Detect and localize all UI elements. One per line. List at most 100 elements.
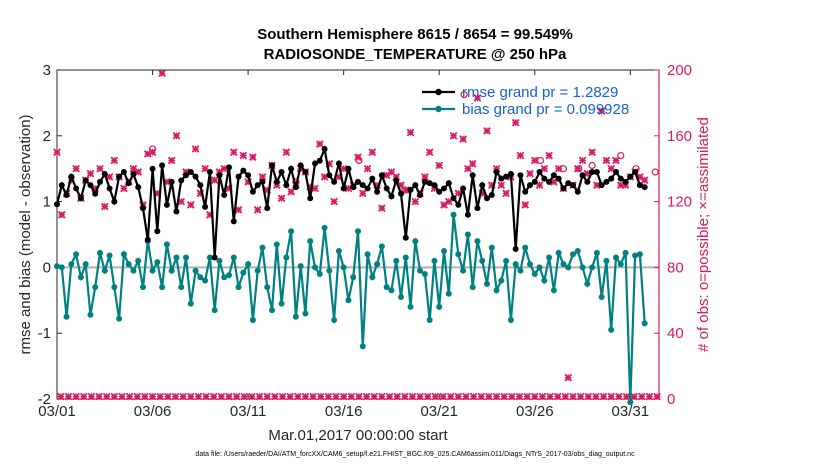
bias-point xyxy=(378,243,385,250)
rmse-point xyxy=(120,168,127,175)
bias-point xyxy=(431,257,438,264)
rmse-point xyxy=(450,195,457,202)
bias-point xyxy=(312,264,318,271)
rmse-point xyxy=(550,172,557,179)
rmse-point xyxy=(584,178,591,185)
rmse-point xyxy=(226,164,232,171)
rmse-point xyxy=(264,205,271,212)
bias-point xyxy=(206,254,213,261)
rmse-point xyxy=(116,173,123,180)
chart-title: Southern Hemisphere 8615 / 8654 = 99.549… xyxy=(257,26,573,43)
bias-point xyxy=(92,284,99,291)
bias-point xyxy=(197,274,204,281)
bias-point xyxy=(87,311,94,318)
rmse-point xyxy=(464,211,471,218)
rmse-point xyxy=(570,182,576,189)
rmse-point xyxy=(140,205,146,212)
rmse-point xyxy=(101,170,108,177)
axis-ticks: 03/01 03/06 03/11 03/16 03/21 03/26 03/31 -2 -1 0… xyxy=(38,62,692,420)
series-lines xyxy=(54,145,648,406)
y-left-tick-label: -1 xyxy=(38,325,51,342)
rmse-point xyxy=(493,168,500,175)
bias-point xyxy=(460,267,467,274)
rmse-point xyxy=(460,185,467,192)
rmse-point xyxy=(617,175,624,182)
rmse-point xyxy=(421,178,428,185)
y-left-tick-label: 0 xyxy=(43,259,51,276)
bias-point xyxy=(527,261,533,268)
bias-point xyxy=(474,238,481,245)
bias-point xyxy=(541,277,548,284)
obs-possible-mark xyxy=(460,91,468,99)
rmse-point xyxy=(106,185,113,192)
rmse-point xyxy=(469,172,476,179)
bias-point xyxy=(316,270,323,277)
bias-point xyxy=(345,297,352,304)
bias-point xyxy=(560,261,567,268)
bias-series-line xyxy=(56,214,646,403)
bias-point xyxy=(111,284,118,291)
rmse-point xyxy=(307,195,314,202)
rmse-point xyxy=(417,192,424,199)
rmse-point xyxy=(527,182,533,189)
rmse-point xyxy=(383,185,390,192)
bias-point xyxy=(359,343,366,350)
rmse-point xyxy=(202,203,209,210)
bias-point xyxy=(68,261,75,268)
bias-point xyxy=(579,264,586,271)
bias-point xyxy=(455,251,462,258)
rmse-point xyxy=(636,182,643,189)
rmse-point xyxy=(555,175,562,182)
rmse-point xyxy=(273,178,280,185)
rmse-point xyxy=(302,168,309,175)
bias-point xyxy=(202,277,209,284)
rmse-point xyxy=(378,172,385,179)
rmse-point xyxy=(498,175,505,182)
rmse-point xyxy=(512,245,519,252)
bias-point xyxy=(603,257,610,264)
bias-point xyxy=(584,280,591,287)
rmse-point xyxy=(474,205,481,212)
rmse-point xyxy=(269,162,275,169)
bias-point xyxy=(374,261,381,268)
bias-point xyxy=(149,267,156,274)
rmse-point xyxy=(522,188,529,195)
rmse-point xyxy=(331,178,338,185)
bias-point xyxy=(168,267,175,274)
rmse-point xyxy=(369,175,376,182)
rmse-point xyxy=(441,185,447,192)
rmse-point xyxy=(374,188,381,195)
bias-point xyxy=(355,228,361,235)
rmse-point xyxy=(603,178,610,185)
bias-point xyxy=(421,270,428,277)
rmse-point xyxy=(565,180,572,187)
bias-point xyxy=(484,280,490,287)
rmse-point xyxy=(517,172,524,179)
x-tick-label: 03/31 xyxy=(612,403,650,420)
bias-point xyxy=(154,259,161,266)
rmse-point xyxy=(54,201,60,208)
rmse-point xyxy=(641,184,648,191)
bias-point xyxy=(407,303,414,310)
bias-point xyxy=(550,287,557,294)
y-left-tick-label: 3 xyxy=(43,62,51,79)
rmse-point xyxy=(183,172,189,179)
rmse-point xyxy=(350,184,357,191)
rmse-point xyxy=(216,172,223,179)
bias-point xyxy=(292,313,299,320)
rmse-point xyxy=(393,177,400,184)
y-right-tick-label: 80 xyxy=(667,259,684,276)
rmse-point xyxy=(589,168,596,175)
rmse-point xyxy=(235,173,242,180)
bias-point xyxy=(445,290,452,297)
bias-point xyxy=(632,252,639,259)
bias-point xyxy=(302,310,309,317)
bias-point xyxy=(106,252,113,259)
rmse-point xyxy=(445,180,452,187)
rmse-point xyxy=(288,165,295,172)
rmse-point xyxy=(68,173,75,180)
bias-point xyxy=(546,254,553,261)
axis-labels: Mar.01,2017 00:00:00 start rmse and bias … xyxy=(17,114,712,444)
obs-possible-mark xyxy=(559,165,568,173)
rmse-point xyxy=(632,168,639,175)
